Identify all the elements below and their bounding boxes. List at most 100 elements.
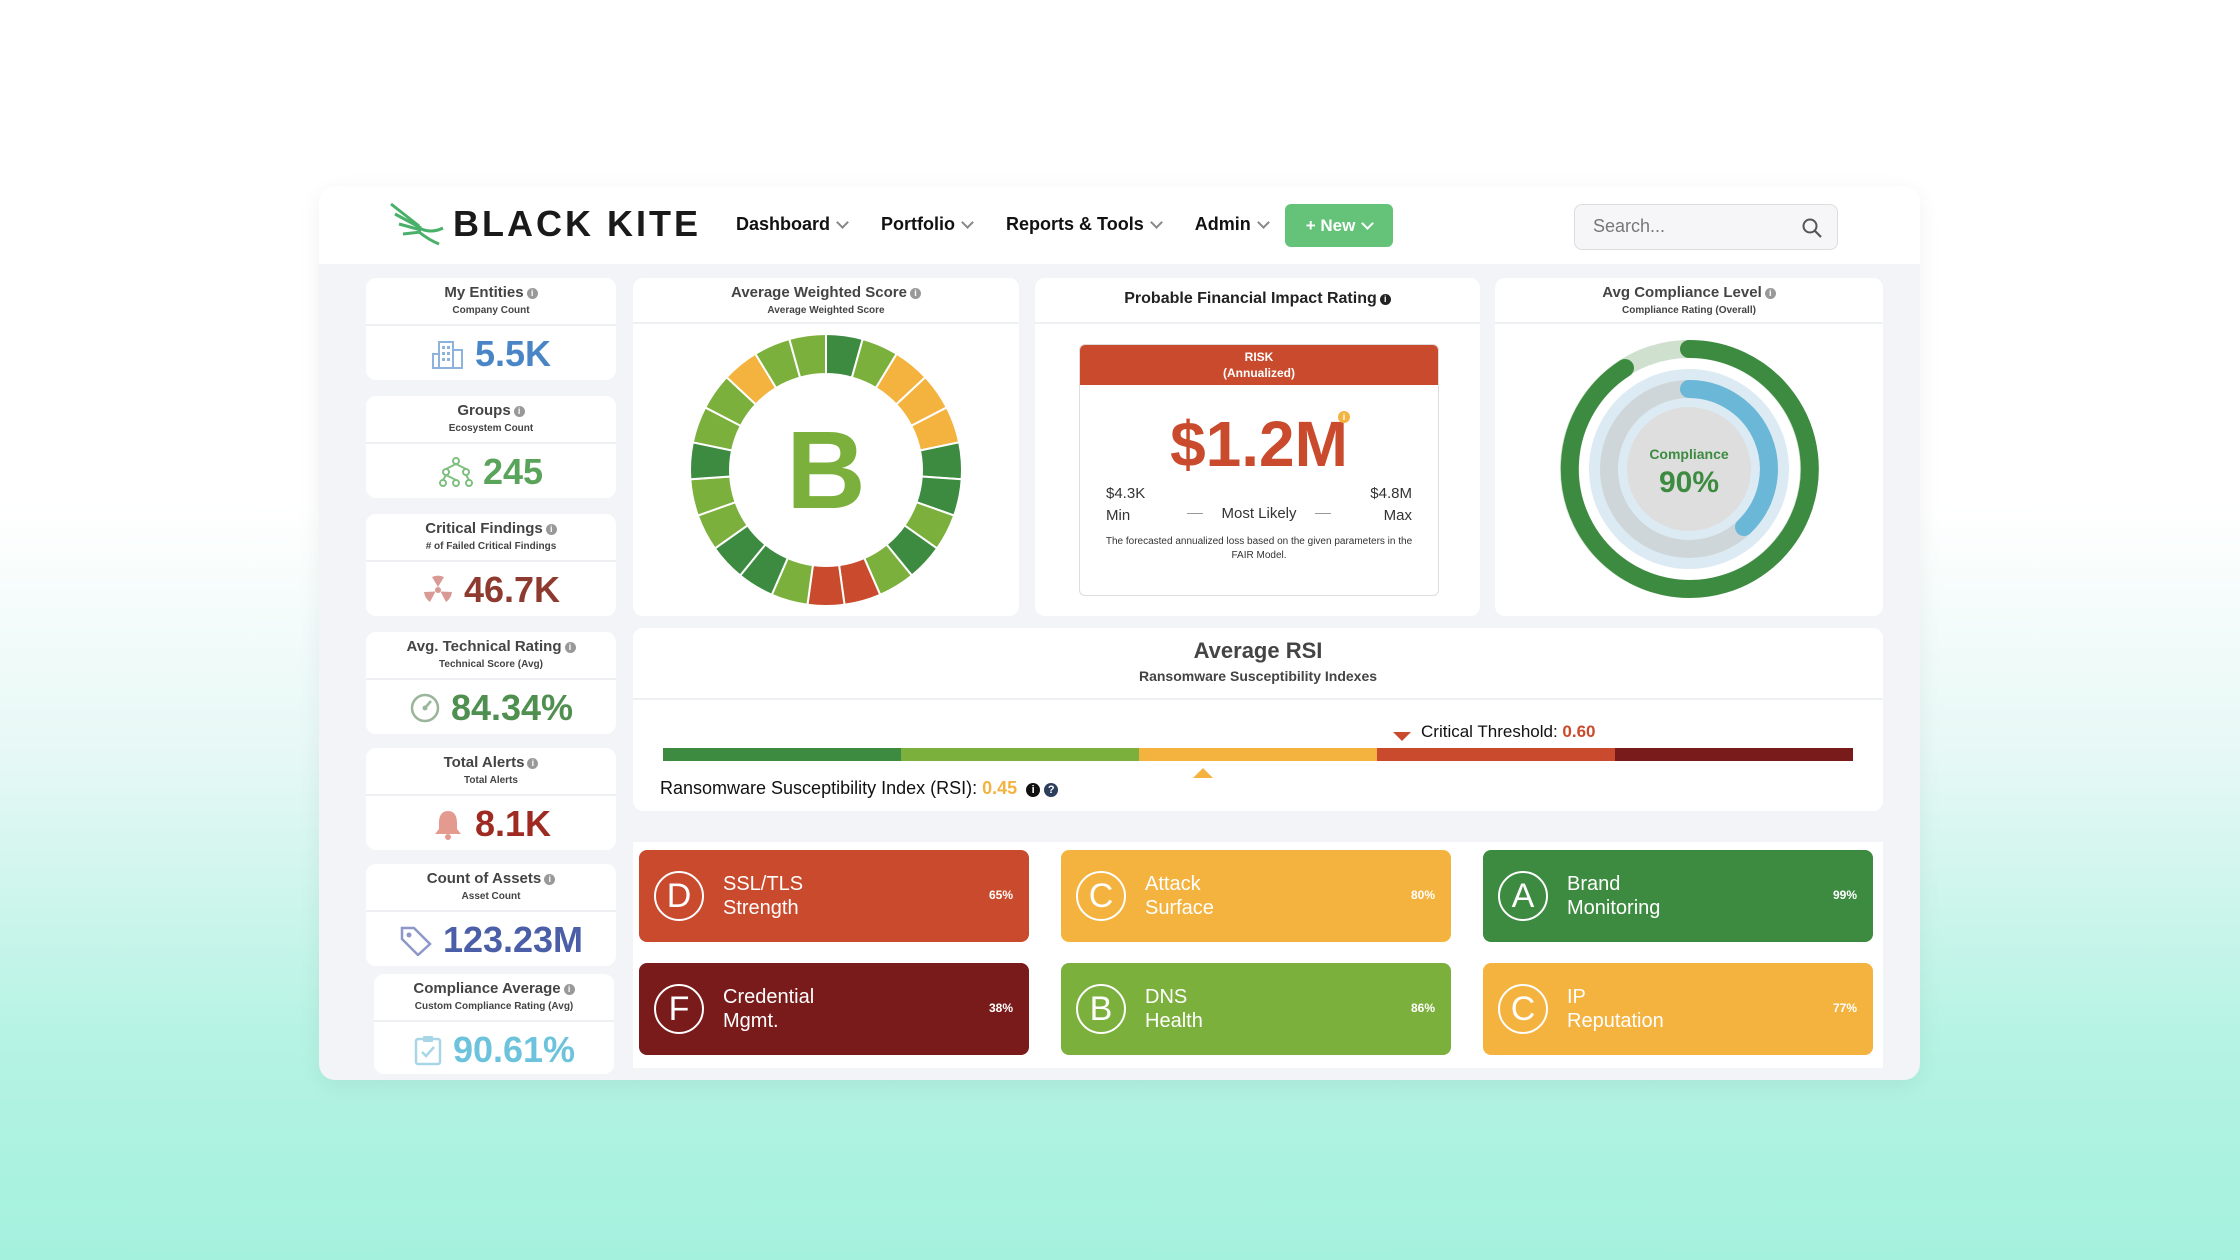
tile-label-line1: IP	[1567, 986, 1586, 1008]
info-icon[interactable]: i	[564, 642, 576, 653]
rsi-marker-icon	[1193, 768, 1213, 778]
nav-admin[interactable]: Admin	[1194, 214, 1270, 235]
info-icon[interactable]: i	[563, 984, 575, 995]
main-nav: Dashboard Portfolio Reports & Tools Admi…	[736, 214, 1270, 235]
info-icon[interactable]: i	[1338, 411, 1350, 423]
threshold-marker-icon	[1393, 732, 1411, 741]
nav-reports-tools[interactable]: Reports & Tools	[1006, 214, 1163, 235]
search-input[interactable]	[1591, 215, 1795, 238]
nav-portfolio-label: Portfolio	[881, 214, 956, 234]
panel-title: Average Weighted Score	[731, 284, 907, 301]
dashboard-window: BLACK KITE Dashboard Portfolio Reports &…	[319, 186, 1920, 1080]
rsi-subtitle: Ransomware Susceptibility Indexes	[1138, 668, 1378, 684]
kpi-value: 84.34%	[450, 687, 574, 728]
nav-reports-label: Reports & Tools	[1006, 214, 1144, 234]
kpi-card-total-alerts[interactable]: Total Alerts i Total Alerts 8.1K	[366, 748, 616, 850]
panel-title: Avg Compliance Level	[1602, 284, 1762, 301]
grade-badge: A	[1498, 871, 1548, 921]
top-navigation-bar: BLACK KITE Dashboard Portfolio Reports &…	[319, 186, 1920, 264]
kpi-card-entities[interactable]: My Entities i Company Count 5.5K	[366, 278, 616, 380]
kpi-title-text: Compliance Average	[413, 980, 561, 997]
kpi-subtitle: Technical Score (Avg)	[439, 659, 543, 670]
info-icon[interactable]: i	[1026, 783, 1041, 797]
tile-percent: 86%	[1410, 1001, 1435, 1015]
tile-percent: 38%	[988, 1001, 1013, 1015]
brand-logo[interactable]: BLACK KITE	[389, 200, 701, 248]
search-box	[1574, 204, 1838, 250]
tile-brand-monitoring[interactable]: A Brand Monitoring 99%	[1483, 850, 1873, 942]
clipboard-icon	[414, 1036, 442, 1066]
grade-badge: C	[1076, 871, 1126, 921]
kpi-title-text: Critical Findings	[425, 520, 543, 537]
tile-label-line2: Mgmt.	[723, 1010, 779, 1032]
tile-percent: 65%	[988, 888, 1013, 902]
kpi-card-asset-count[interactable]: Count of Assets i Asset Count 123.23M	[366, 864, 616, 966]
tile-label-line2: Health	[1145, 1010, 1203, 1032]
tile-percent: 99%	[1832, 888, 1857, 902]
building-icon	[431, 341, 463, 369]
kpi-title-text: My Entities	[444, 284, 524, 301]
kpi-card-compliance-average[interactable]: Compliance Average i Custom Compliance Rat…	[374, 974, 614, 1074]
panel-subtitle: Average Weighted Score	[767, 305, 885, 316]
tile-ssl-tls[interactable]: D SSL/TLS Strength 65%	[639, 850, 1029, 942]
info-icon[interactable]: i	[544, 874, 556, 885]
weighted-score-donut: B	[689, 332, 963, 607]
grade-badge: B	[1076, 984, 1126, 1034]
tile-credential-mgmt[interactable]: F Credential Mgmt. 38%	[639, 963, 1029, 1055]
kpi-card-technical-rating[interactable]: Avg. Technical Rating i Technical Score (A…	[366, 632, 616, 734]
info-icon[interactable]: i	[909, 288, 921, 299]
rsi-scale-segment	[901, 748, 1139, 761]
tile-label-line1: Brand	[1567, 873, 1621, 895]
tile-attack-surface[interactable]: C Attack Surface 80%	[1061, 850, 1451, 942]
info-icon[interactable]: i	[527, 758, 539, 769]
kpi-value: 5.5K	[474, 333, 552, 374]
info-icon[interactable]: i	[513, 406, 525, 417]
risk-box: RISK (Annualized) $1.2M i $4.3K Min $4.8M…	[1079, 344, 1439, 596]
min-value: $4.3K	[1106, 485, 1146, 502]
rsi-title: Average RSI	[1193, 638, 1323, 663]
financial-impact-panel: Probable Financial Impact Rating i RISK (…	[1035, 278, 1480, 616]
kpi-value: 245	[482, 451, 544, 492]
kpi-subtitle: # of Failed Critical Findings	[425, 541, 557, 552]
help-icon[interactable]: ?	[1044, 783, 1059, 797]
threshold-value: 0.60	[1562, 722, 1596, 741]
tile-ip-reputation[interactable]: C IP Reputation 77%	[1483, 963, 1873, 1055]
kpi-title: My Entities i	[366, 278, 616, 301]
new-button[interactable]: + New	[1285, 204, 1393, 247]
kpi-card-critical-findings[interactable]: Critical Findings i # of Failed Critical F…	[366, 514, 616, 616]
info-icon[interactable]: i	[545, 524, 557, 535]
rsi-scale-segment	[1615, 748, 1853, 761]
tile-label-line2: Surface	[1145, 897, 1214, 919]
center-disc	[1627, 407, 1751, 531]
kpi-card-groups[interactable]: Groups i Ecosystem Count 245	[366, 396, 616, 498]
tile-label-line2: Reputation	[1567, 1010, 1664, 1032]
kpi-title-text: Groups	[457, 402, 511, 419]
info-icon[interactable]: i	[526, 288, 538, 299]
compliance-panel: Avg Compliance Level i Compliance Rating …	[1495, 278, 1883, 616]
kpi-title-text: Total Alerts	[443, 754, 525, 771]
tile-dns-health[interactable]: B DNS Health 86%	[1061, 963, 1451, 1055]
tile-percent: 80%	[1410, 888, 1435, 902]
risk-note: The forecasted annualized loss based on …	[1105, 536, 1413, 561]
tile-label-line1: Credential	[723, 986, 815, 1008]
nav-dashboard-label: Dashboard	[736, 214, 831, 234]
search-icon[interactable]	[1801, 217, 1823, 239]
rsi-index-label: Ransomware Susceptibility Index (RSI):	[660, 778, 978, 798]
rsi-panel: Average RSI Ransomware Susceptibility In…	[633, 628, 1883, 811]
nav-portfolio[interactable]: Portfolio	[881, 214, 974, 235]
rsi-scale-bar	[663, 748, 1853, 761]
kpi-title-text: Count of Assets	[426, 870, 542, 887]
kpi-subtitle: Ecosystem Count	[448, 423, 534, 434]
donut-segments	[689, 332, 963, 607]
chevron-down-icon	[961, 216, 974, 229]
info-icon[interactable]: i	[1379, 294, 1391, 305]
tile-label-line2: Strength	[723, 897, 799, 919]
nav-admin-label: Admin	[1194, 214, 1251, 234]
panel-title: Probable Financial Impact Rating	[1124, 290, 1377, 307]
nav-dashboard[interactable]: Dashboard	[736, 214, 849, 235]
info-icon[interactable]: i	[1764, 288, 1776, 299]
tile-label-line1: DNS	[1145, 986, 1188, 1008]
chevron-down-icon	[836, 216, 849, 229]
kite-logo-icon	[390, 202, 444, 246]
threshold-label: Critical Threshold:	[1421, 722, 1558, 741]
